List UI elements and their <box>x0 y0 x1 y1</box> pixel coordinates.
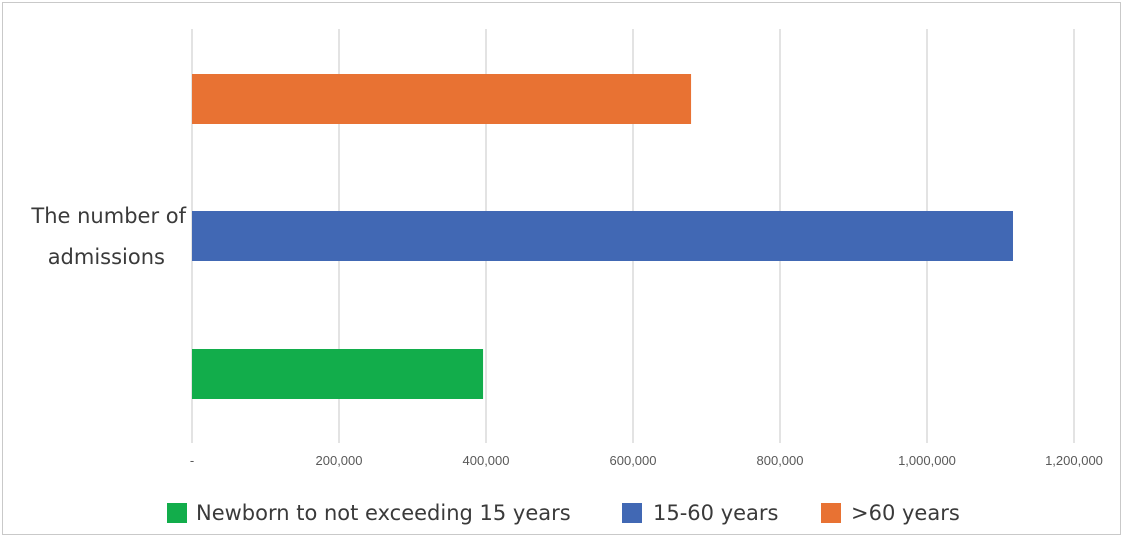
x-tick-label-0: - <box>190 453 194 468</box>
x-tick-label-1: 200,000 <box>316 453 363 468</box>
bar-series-2 <box>192 74 692 124</box>
legend: Newborn to not exceeding 15 years 15-60 … <box>167 501 960 525</box>
x-tick-label-5: 1,000,000 <box>898 453 956 468</box>
x-tick-label-4: 800,000 <box>757 453 804 468</box>
x-tick-label-6: 1,200,000 <box>1045 453 1103 468</box>
category-label: The number of admissions <box>30 204 186 269</box>
legend-swatch-over-60 <box>821 503 841 523</box>
legend-label-over-60: >60 years <box>851 501 960 525</box>
x-tick-label-3: 600,000 <box>610 453 657 468</box>
x-tick-label-2: 400,000 <box>463 453 510 468</box>
legend-label-newborn: Newborn to not exceeding 15 years <box>196 501 571 525</box>
x-axis-ticks: - 200,000 400,000 600,000 800,000 1,000,000 1,… <box>190 453 1103 468</box>
bar-chart: - 200,000 400,000 600,000 800,000 1,000,000 1,… <box>30 29 1103 525</box>
legend-item-over-60: >60 years <box>821 501 960 525</box>
category-label-line-1: The number of <box>30 204 186 228</box>
legend-label-15-60: 15-60 years <box>653 501 779 525</box>
category-label-line-2: admissions <box>48 245 165 269</box>
bar-series-0 <box>192 349 484 399</box>
legend-swatch-15-60 <box>622 503 642 523</box>
bars <box>192 74 1013 399</box>
bar-series-1 <box>192 211 1013 261</box>
legend-item-newborn: Newborn to not exceeding 15 years <box>167 501 571 525</box>
legend-item-15-60: 15-60 years <box>622 501 779 525</box>
chart-area: - 200,000 400,000 600,000 800,000 1,000,000 1,… <box>2 2 1121 535</box>
legend-swatch-newborn <box>167 503 187 523</box>
